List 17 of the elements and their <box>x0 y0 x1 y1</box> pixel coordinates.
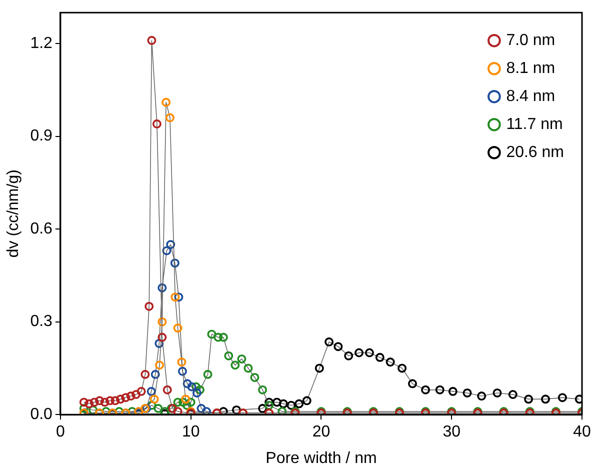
legend-label: 8.1 nm <box>506 60 556 78</box>
legend-label: 11.7 nm <box>506 116 563 134</box>
x-axis-title: Pore width / nm <box>266 450 377 467</box>
y-tick-label: 0.3 <box>30 313 53 330</box>
x-tick-label: 10 <box>182 424 200 441</box>
x-tick-label: 40 <box>573 424 591 441</box>
y-tick-label: 0.0 <box>30 406 53 424</box>
y-tick-label: 0.6 <box>30 220 53 238</box>
x-tick-label: 0 <box>56 424 65 441</box>
y-axis-title: dv (cc/nm/g) <box>5 170 22 258</box>
legend-label: 20.6 nm <box>506 144 564 162</box>
y-tick-label: 0.9 <box>30 128 53 145</box>
x-tick-label: 30 <box>442 424 461 441</box>
legend-label: 8.4 nm <box>506 88 556 106</box>
y-tick-label: 1.2 <box>30 34 53 52</box>
legend-label: 7.0 nm <box>506 32 556 50</box>
x-tick-label: 20 <box>312 424 330 441</box>
